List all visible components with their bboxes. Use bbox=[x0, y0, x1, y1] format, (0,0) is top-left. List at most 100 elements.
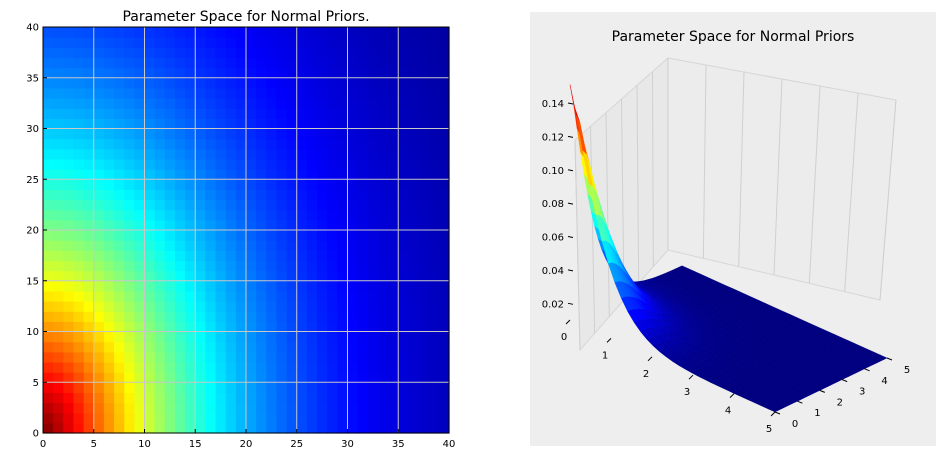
heatmap-cell bbox=[256, 67, 267, 79]
heatmap-cell bbox=[103, 219, 115, 231]
heatmap-cell bbox=[266, 301, 278, 312]
heatmap-cell bbox=[134, 422, 146, 434]
heatmap-cell bbox=[276, 219, 288, 231]
heatmap-cell bbox=[327, 402, 338, 414]
heatmap-cell bbox=[246, 351, 257, 363]
heatmap-cell bbox=[418, 37, 430, 48]
heatmap-cell bbox=[408, 189, 420, 201]
heatmap-cell bbox=[215, 169, 227, 180]
surface-back-gridline bbox=[636, 85, 640, 284]
heatmap-cell bbox=[83, 260, 95, 272]
heatmap-cell bbox=[205, 382, 217, 393]
heatmap-cell bbox=[73, 169, 85, 180]
heatmap-grid bbox=[43, 27, 449, 433]
heatmap-cell bbox=[185, 392, 196, 404]
heatmap-cell bbox=[438, 341, 450, 353]
heatmap-cell bbox=[418, 179, 430, 190]
heatmap-cell bbox=[428, 27, 440, 38]
y-tick-label: 0 bbox=[792, 419, 798, 430]
heatmap-cell bbox=[256, 341, 267, 353]
heatmap-cell bbox=[347, 158, 359, 170]
heatmap-cell bbox=[438, 169, 450, 180]
heatmap-cell bbox=[377, 240, 389, 251]
surface-panel: Parameter Space for Normal Priors 0.020.… bbox=[530, 12, 936, 446]
heatmap-cell bbox=[144, 382, 156, 393]
heatmap-cell bbox=[266, 280, 278, 292]
heatmap-cell bbox=[428, 392, 440, 404]
heatmap-cell bbox=[428, 169, 440, 180]
heatmap-cell bbox=[235, 250, 247, 262]
heatmap-cell bbox=[134, 341, 146, 353]
y-tick-label: 0 bbox=[33, 429, 39, 440]
heatmap-cell bbox=[103, 118, 115, 130]
heatmap-cell bbox=[195, 87, 206, 99]
heatmap-cell bbox=[276, 47, 288, 59]
heatmap-cell bbox=[428, 331, 440, 343]
heatmap-cell bbox=[276, 148, 288, 160]
heatmap-cell bbox=[367, 158, 379, 170]
heatmap-cell bbox=[93, 351, 105, 363]
heatmap-cell bbox=[347, 341, 359, 353]
heatmap-cell bbox=[73, 128, 85, 140]
heatmap-cell bbox=[205, 57, 217, 69]
heatmap-cell bbox=[418, 98, 430, 109]
heatmap-cell bbox=[215, 382, 227, 393]
heatmap-cell bbox=[93, 311, 105, 322]
heatmap-cell bbox=[103, 361, 115, 373]
heatmap-cell bbox=[418, 230, 430, 241]
heatmap-cell bbox=[418, 189, 430, 201]
heatmap-cell bbox=[398, 382, 409, 393]
heatmap-cell bbox=[337, 199, 349, 211]
heatmap-cell bbox=[428, 98, 440, 109]
heatmap-cell bbox=[235, 331, 247, 343]
heatmap-cell bbox=[103, 209, 115, 221]
heatmap-cell bbox=[388, 138, 399, 150]
z-tick-mark bbox=[567, 102, 574, 105]
heatmap-cell bbox=[164, 37, 176, 48]
heatmap-cell bbox=[103, 311, 115, 322]
heatmap-cell bbox=[154, 87, 166, 99]
heatmap-cell bbox=[357, 392, 369, 404]
heatmap-cell bbox=[93, 189, 105, 201]
heatmap-cell bbox=[205, 47, 217, 59]
heatmap-cell bbox=[154, 230, 166, 241]
heatmap-cell bbox=[63, 148, 75, 160]
heatmap-cell bbox=[327, 372, 338, 383]
heatmap-cell bbox=[286, 219, 298, 231]
heatmap-cell bbox=[367, 290, 379, 302]
heatmap-cell bbox=[185, 27, 196, 38]
heatmap-cell bbox=[438, 77, 450, 89]
surface-back-gridline bbox=[702, 64, 707, 259]
heatmap-cell bbox=[195, 422, 206, 434]
heatmap-cell bbox=[235, 179, 247, 190]
heatmap-cell bbox=[154, 118, 166, 130]
heatmap-cell bbox=[317, 412, 328, 424]
heatmap-cell bbox=[164, 209, 176, 221]
heatmap-cell bbox=[154, 47, 166, 59]
heatmap-cell bbox=[438, 382, 450, 393]
heatmap-cell bbox=[73, 138, 85, 150]
heatmap-cell bbox=[83, 57, 95, 69]
heatmap-cell bbox=[185, 179, 196, 190]
heatmap-cell bbox=[225, 77, 237, 89]
heatmap-cell bbox=[124, 209, 135, 221]
heatmap-cell bbox=[235, 219, 247, 231]
heatmap-cell bbox=[246, 402, 257, 414]
heatmap-cell bbox=[357, 219, 369, 231]
heatmap-cell bbox=[73, 179, 85, 190]
heatmap-cell bbox=[296, 219, 308, 231]
heatmap-cell bbox=[306, 290, 318, 302]
heatmap-cell bbox=[83, 189, 95, 201]
heatmap-cell bbox=[215, 108, 227, 119]
heatmap-cell bbox=[43, 179, 54, 190]
heatmap-cell bbox=[134, 148, 146, 160]
heatmap-cell bbox=[306, 179, 318, 190]
heatmap-cell bbox=[134, 351, 146, 363]
heatmap-cell bbox=[174, 179, 186, 190]
heatmap-cell bbox=[377, 169, 389, 180]
heatmap-cell bbox=[144, 290, 156, 302]
heatmap-cell bbox=[296, 98, 308, 109]
heatmap-cell bbox=[256, 98, 267, 109]
heatmap-cell bbox=[317, 260, 328, 272]
heatmap-cell bbox=[225, 301, 237, 312]
